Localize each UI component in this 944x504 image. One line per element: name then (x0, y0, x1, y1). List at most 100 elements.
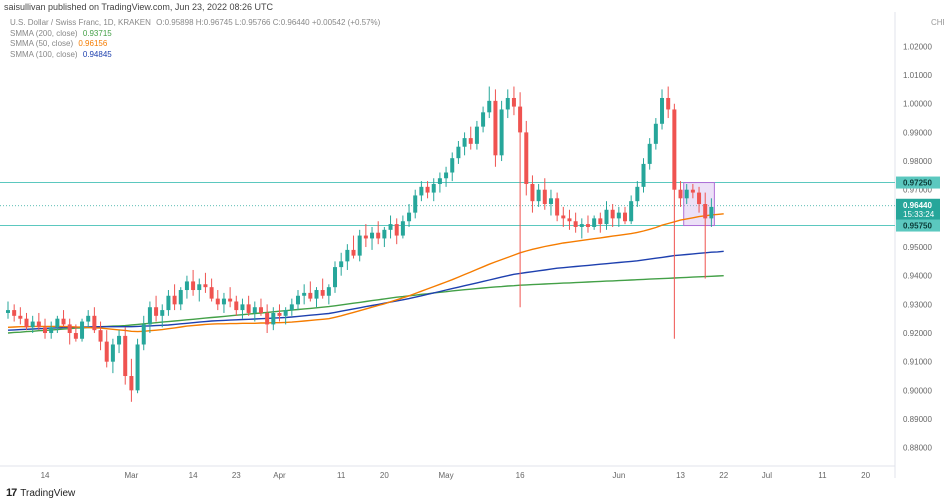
candle-body (536, 189, 541, 202)
y-tick-label: 1.02000 (903, 42, 932, 51)
candle-body (129, 376, 134, 391)
candle-body (351, 249, 356, 256)
candle-body (209, 287, 214, 299)
candle-body (690, 189, 695, 193)
candle-body (252, 307, 257, 313)
candle-body (215, 298, 220, 305)
x-tick-label: 13 (676, 471, 685, 480)
y-tick-label: 1.00000 (903, 100, 932, 109)
legend-indicator-smma50[interactable]: SMMA (50, close) 0.96156 (10, 39, 380, 50)
candle-body (271, 312, 276, 325)
candle-body (283, 310, 288, 316)
y-tick-label: 0.93000 (903, 300, 932, 309)
candle-body (376, 232, 381, 239)
y-tick-label: 0.98000 (903, 157, 932, 166)
candle-body (258, 307, 263, 313)
x-tick-label: Apr (273, 471, 286, 480)
candle-body (511, 97, 516, 107)
candle-body (425, 186, 430, 193)
candle-body (431, 183, 436, 193)
candle-body (333, 267, 338, 288)
candle-body (592, 218, 597, 227)
candle-body (302, 292, 307, 296)
candle-body (481, 112, 486, 127)
candle-body (197, 284, 202, 291)
y-tick-label: 0.88000 (903, 444, 932, 453)
candle-body (394, 224, 399, 236)
candle-body (246, 304, 251, 313)
candle-body (135, 344, 140, 391)
candle-body (388, 224, 393, 230)
legend-symbol-row: U.S. Dollar / Swiss Franc, 1D, KRAKEN O:… (10, 18, 380, 29)
candle-body (616, 212, 621, 219)
x-tick-label: 20 (861, 471, 870, 480)
candle-body (585, 224, 590, 227)
candle-body (623, 212, 627, 222)
x-tick-label: Jun (612, 471, 625, 480)
smma-line-2 (7, 213, 724, 333)
legend-indicator-smma200[interactable]: SMMA (200, close) 0.93715 (10, 29, 380, 40)
x-tick-label: Mar (125, 471, 139, 480)
footer-brand[interactable]: 17 TradingView (6, 487, 75, 499)
candle-body (98, 330, 103, 342)
legend-symbol: U.S. Dollar / Swiss Franc, 1D, KRAKEN (10, 18, 151, 27)
candle-body (67, 324, 72, 334)
candle-body (437, 178, 442, 184)
indicator-label: SMMA (200, close) (10, 28, 78, 38)
x-tick-label: 11 (818, 471, 827, 480)
legend-ohlc: O:0.95898 H:0.96745 L:0.95766 C:0.96440 … (156, 18, 381, 27)
countdown-label: 15:33:24 (903, 210, 935, 219)
candle-body (265, 312, 270, 325)
candle-body (123, 335, 128, 377)
candle-body (289, 304, 294, 311)
candle-body (604, 209, 609, 225)
candle-body (524, 132, 529, 184)
y-tick-label: 0.94000 (903, 272, 932, 281)
indicator-label: SMMA (100, close) (10, 49, 78, 59)
candle-body (320, 290, 325, 296)
tradingview-logo-icon: 17 (6, 487, 17, 499)
candle-body (339, 261, 344, 268)
candle-body (697, 192, 702, 205)
published-text: saisullivan published on TradingView.com… (4, 2, 273, 12)
candle-body (147, 307, 152, 325)
candle-body (154, 307, 159, 316)
candle-body (228, 298, 233, 302)
candle-body (86, 315, 91, 322)
x-tick-label: May (439, 471, 454, 480)
candle-body (326, 287, 331, 296)
candle-body (363, 235, 368, 239)
y-tick-label: 0.89000 (903, 415, 932, 424)
last-price-label: 0.96440 (903, 201, 932, 210)
candle-body (635, 186, 640, 202)
currency-label: CHF (931, 18, 944, 27)
candle-body (357, 235, 362, 256)
candle-body (610, 209, 615, 219)
candle-body (110, 344, 115, 362)
y-tick-label: 0.97000 (903, 186, 932, 195)
candle-body (166, 295, 171, 311)
candle-body (400, 221, 405, 236)
candle-body (413, 195, 418, 213)
candle-body (295, 295, 300, 305)
x-tick-label: Jul (762, 471, 772, 480)
candle-body (178, 290, 183, 305)
indicator-value: 0.94845 (82, 49, 112, 59)
candle-body (493, 100, 498, 156)
candle-body (542, 189, 547, 205)
candle-body (55, 318, 60, 328)
x-tick-label: 22 (719, 471, 728, 480)
level-price-label: 0.97250 (903, 179, 932, 188)
smma-line-1 (7, 250, 724, 331)
candle-body (530, 183, 535, 202)
candle-body (49, 327, 54, 334)
candle-body (450, 158, 455, 173)
candle-body (579, 224, 584, 227)
legend-indicator-smma100[interactable]: SMMA (100, close) 0.94845 (10, 50, 380, 61)
y-tick-label: 0.99000 (903, 128, 932, 137)
last-price-box (896, 198, 940, 221)
candle-body (191, 281, 196, 291)
candle-body (561, 215, 566, 219)
candle-body (36, 321, 41, 328)
